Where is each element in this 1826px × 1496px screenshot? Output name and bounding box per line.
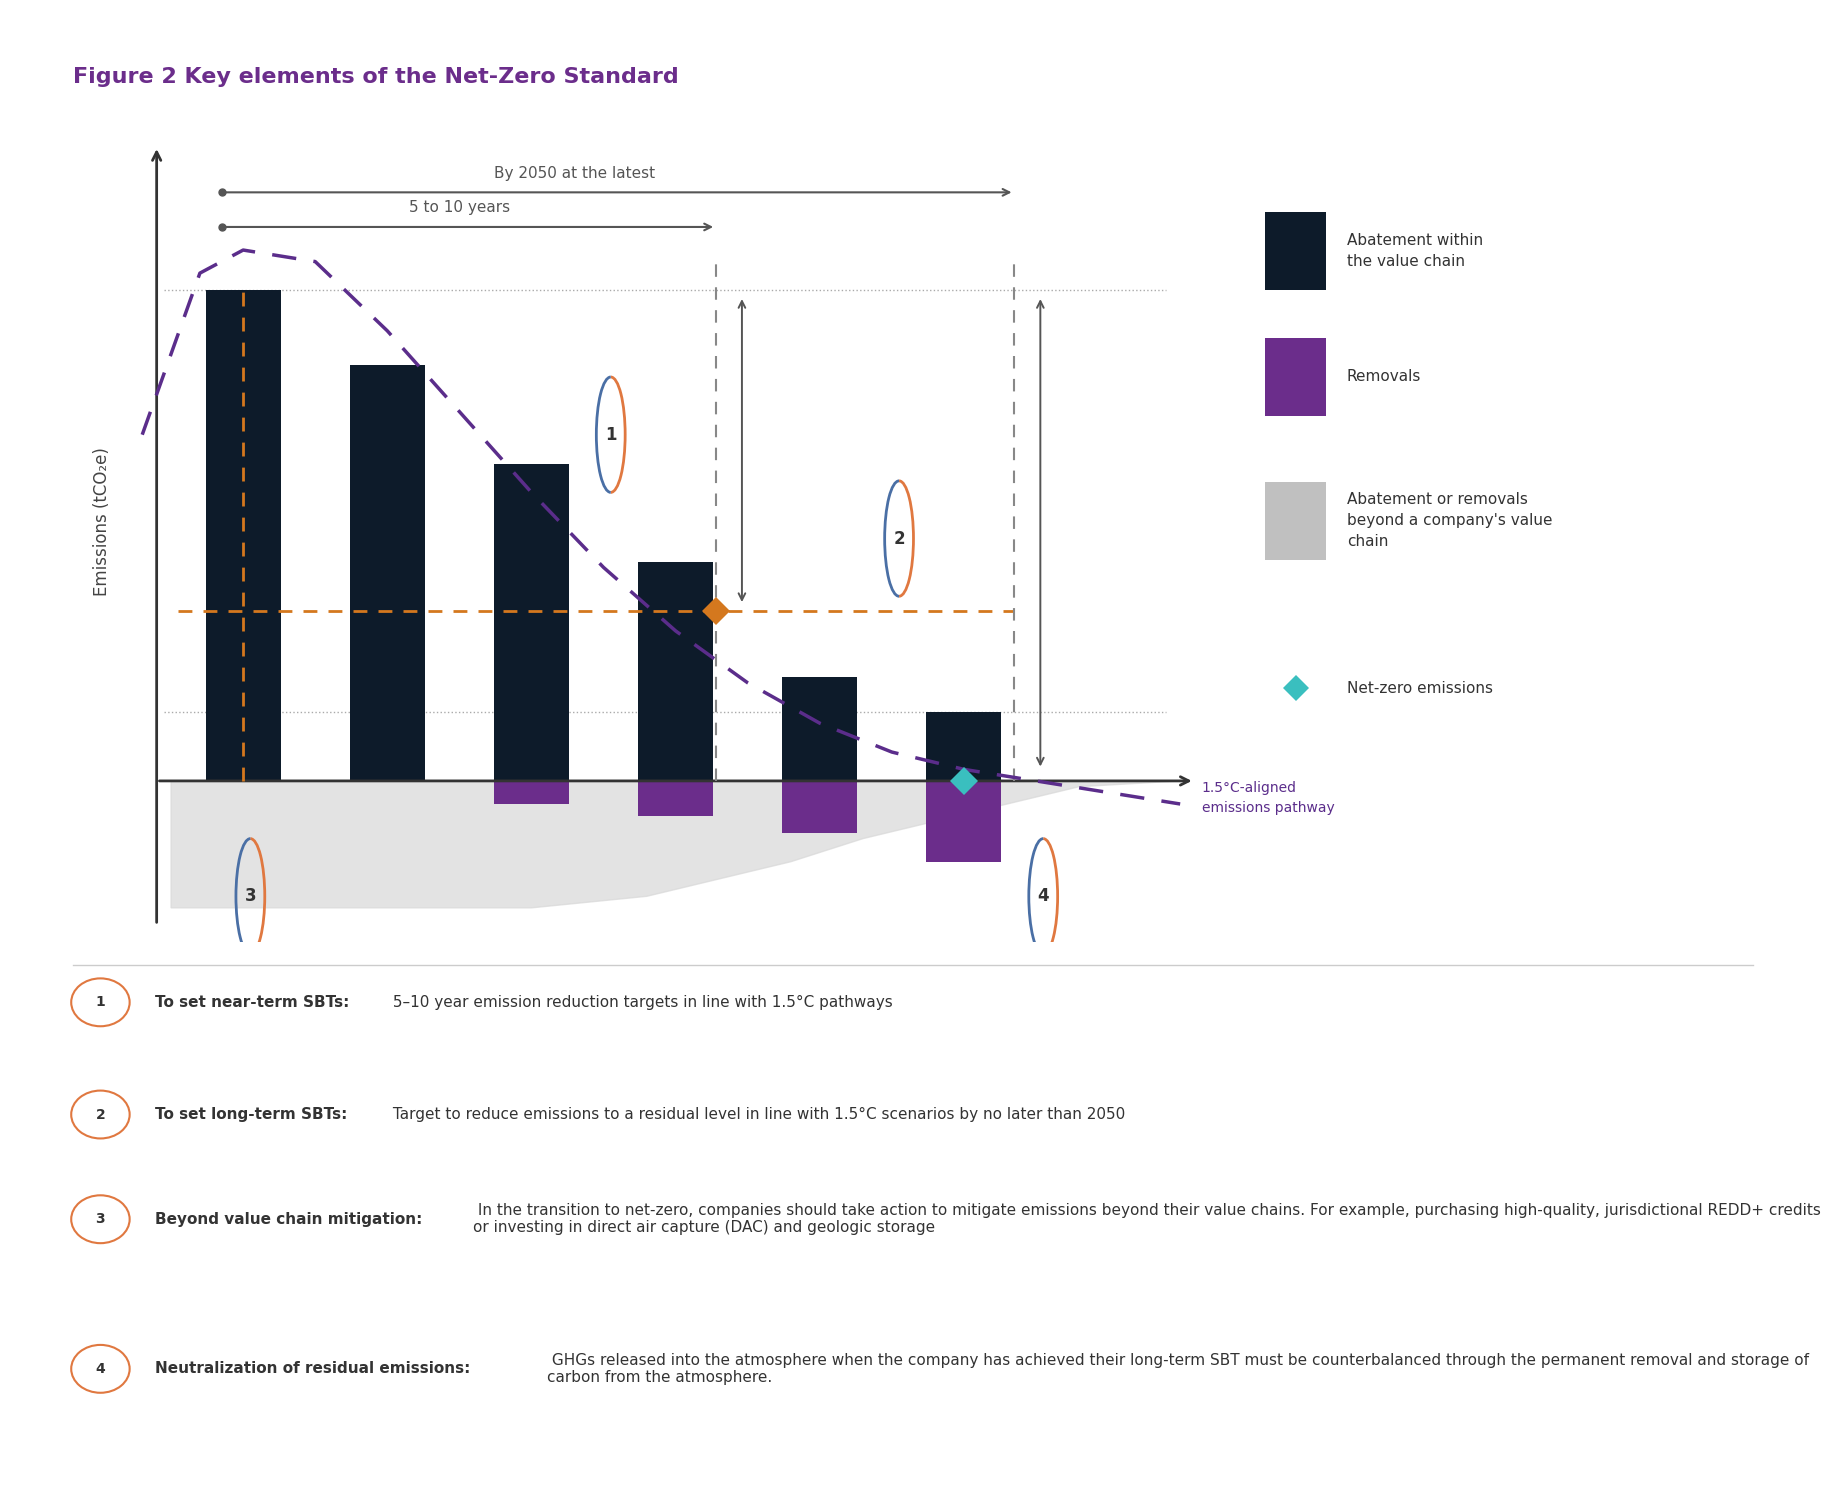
FancyBboxPatch shape — [1265, 482, 1326, 560]
Text: 2: 2 — [893, 530, 906, 548]
Text: 4: 4 — [95, 1361, 106, 1376]
Text: 1: 1 — [604, 426, 617, 444]
Bar — [495, 464, 570, 781]
Text: Abatement within
the value chain: Abatement within the value chain — [1348, 233, 1483, 269]
Text: In the transition to net-zero, companies should take action to mitigate emission: In the transition to net-zero, companies… — [473, 1203, 1821, 1236]
Text: 3: 3 — [245, 887, 256, 905]
Text: Removals: Removals — [1348, 370, 1421, 384]
Text: 4: 4 — [1037, 887, 1048, 905]
Text: Target to reduce emissions to a residual level in line with 1.5°C scenarios by n: Target to reduce emissions to a residual… — [389, 1107, 1125, 1122]
Text: 5 to 10 years: 5 to 10 years — [409, 200, 509, 215]
Bar — [637, 561, 714, 781]
Text: 2: 2 — [95, 1107, 106, 1122]
FancyBboxPatch shape — [1265, 338, 1326, 416]
Polygon shape — [172, 781, 1180, 908]
Text: To set long-term SBTs:: To set long-term SBTs: — [155, 1107, 347, 1122]
Text: Beyond value chain mitigation:: Beyond value chain mitigation: — [155, 1212, 422, 1227]
Text: Neutralization of residual emissions:: Neutralization of residual emissions: — [155, 1361, 471, 1376]
Bar — [926, 781, 1001, 862]
Bar — [782, 781, 856, 833]
Text: 3: 3 — [95, 1212, 106, 1227]
Text: By 2050 at the latest: By 2050 at the latest — [495, 166, 656, 181]
Bar — [782, 678, 856, 781]
Text: GHGs released into the atmosphere when the company has achieved their long-term : GHGs released into the atmosphere when t… — [548, 1352, 1810, 1385]
Text: Abatement or removals
beyond a company's value
chain: Abatement or removals beyond a company's… — [1348, 492, 1552, 549]
Text: 1.5°C-aligned
emissions pathway: 1.5°C-aligned emissions pathway — [1202, 781, 1335, 815]
Text: Emissions (tCO₂e): Emissions (tCO₂e) — [93, 447, 111, 595]
Bar — [206, 290, 281, 781]
Bar — [637, 781, 714, 815]
Text: To set near-term SBTs:: To set near-term SBTs: — [155, 995, 349, 1010]
FancyBboxPatch shape — [1265, 212, 1326, 290]
Text: Figure 2 Key elements of the Net-Zero Standard: Figure 2 Key elements of the Net-Zero St… — [73, 67, 679, 87]
Text: 1: 1 — [95, 995, 106, 1010]
Bar — [495, 781, 570, 803]
Text: Net-zero emissions: Net-zero emissions — [1348, 681, 1494, 696]
Bar — [926, 712, 1001, 781]
Bar — [351, 365, 425, 781]
Text: 5–10 year emission reduction targets in line with 1.5°C pathways: 5–10 year emission reduction targets in … — [389, 995, 893, 1010]
